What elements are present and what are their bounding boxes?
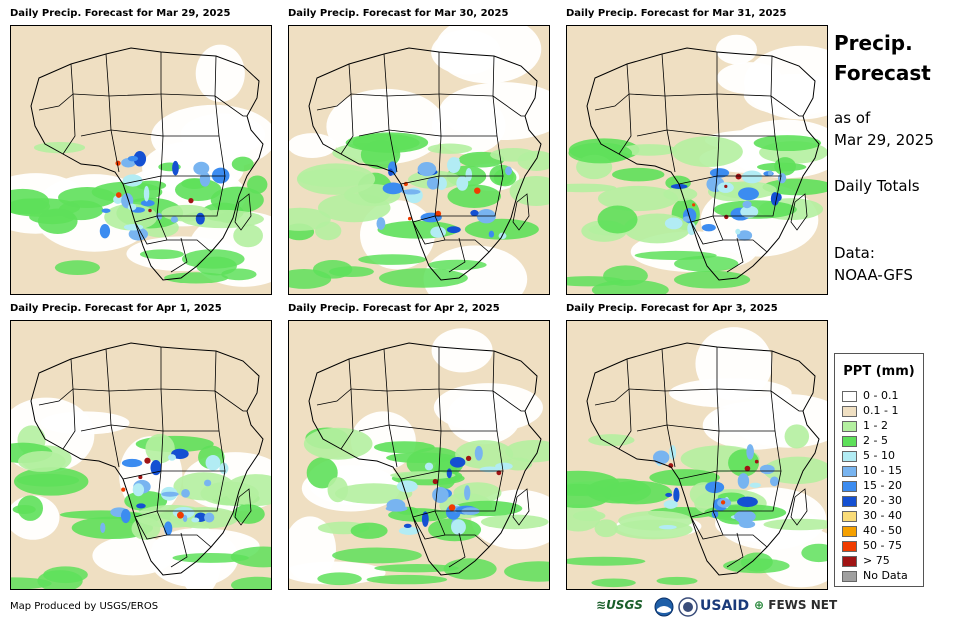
panel-title: Daily Precip. Forecast for Mar 31, 2025 [566,8,787,19]
legend-item: > 75 [842,554,890,568]
daily-totals: Daily Totals [834,177,920,195]
legend-swatch [842,495,857,507]
legend-item: 5 - 10 [842,449,895,463]
legend-item: 20 - 30 [842,494,902,508]
fewsnet-logo: ⊕ FEWS NET [754,598,837,612]
usgs-logo: ≋USGS [596,598,643,612]
legend-item: 2 - 5 [842,434,888,448]
legend-item: 10 - 15 [842,464,902,478]
as-of-line1: as of [834,109,871,127]
legend-item: 15 - 20 [842,479,902,493]
legend-label: 0 - 0.1 [863,389,899,402]
legend-swatch [842,525,857,537]
legend-label: 30 - 40 [863,509,902,522]
legend-label: 50 - 75 [863,539,902,552]
precip-map [566,25,828,295]
usaid-logo: USAID [700,598,749,614]
map-canvas [11,26,271,294]
precip-map [288,25,550,295]
legend-swatch [842,420,857,432]
data-source: NOAA-GFS [834,266,913,284]
legend-swatch [842,450,857,462]
legend-swatch [842,390,857,402]
legend-swatch [842,555,857,567]
map-canvas [567,26,827,294]
legend-label: 40 - 50 [863,524,902,537]
legend-item: 0.1 - 1 [842,404,898,418]
dhs-seal [678,597,698,620]
legend-swatch [842,540,857,552]
legend-swatch [842,480,857,492]
map-canvas [289,321,549,589]
legend-label: 2 - 5 [863,434,888,447]
legend-swatch [842,405,857,417]
legend-label: 10 - 15 [863,464,902,477]
usaid-logo-text: USAID [700,598,750,614]
data-label: Data: [834,244,875,262]
as-of-date: Mar 29, 2025 [834,131,934,149]
precip-map [566,320,828,590]
legend-item: 1 - 2 [842,419,888,433]
legend-item: 50 - 75 [842,539,902,553]
globe-icon: ⊕ [754,598,765,612]
legend-label: > 75 [863,554,890,567]
legend-swatch [842,510,857,522]
legend-label: 5 - 10 [863,449,895,462]
legend-label: No Data [863,569,908,582]
precip-map [288,320,550,590]
legend-swatch [842,465,857,477]
side-title: Precip. Forecast [834,28,954,88]
legend-label: 15 - 20 [863,479,902,492]
side-title-line1: Precip. [834,31,913,55]
map-canvas [289,26,549,294]
precip-legend: PPT (mm) 0 - 0.1 0.1 - 1 1 - 2 2 - 5 5 - 10 1… [834,353,924,587]
legend-title: PPT (mm) [843,364,915,379]
map-canvas [567,321,827,589]
map-canvas [11,321,271,589]
precip-map [10,320,272,590]
noaa-logo [654,597,674,620]
legend-swatch [842,570,857,582]
legend-label: 0.1 - 1 [863,404,899,417]
produced-by: Map Produced by USGS/EROS [10,601,159,612]
legend-item: 0 - 0.1 [842,389,898,403]
precip-map [10,25,272,295]
legend-item: No Data [842,569,908,583]
panel-title: Daily Precip. Forecast for Apr 1, 2025 [10,303,222,314]
usgs-wave-icon: ≋ [596,598,607,612]
legend-item: 30 - 40 [842,509,902,523]
panel-title: Daily Precip. Forecast for Apr 2, 2025 [288,303,500,314]
side-title-line2: Forecast [834,61,931,85]
legend-item: 40 - 50 [842,524,902,538]
legend-label: 1 - 2 [863,419,888,432]
legend-label: 20 - 30 [863,494,902,507]
noaa-seal-icon [654,597,674,617]
panel-title: Daily Precip. Forecast for Mar 29, 2025 [10,8,231,19]
panel-title: Daily Precip. Forecast for Mar 30, 2025 [288,8,509,19]
usgs-logo-text: USGS [606,598,643,612]
seal-icon [678,597,698,617]
legend-swatch [842,435,857,447]
fewsnet-logo-text: FEWS NET [768,598,838,612]
panel-title: Daily Precip. Forecast for Apr 3, 2025 [566,303,778,314]
